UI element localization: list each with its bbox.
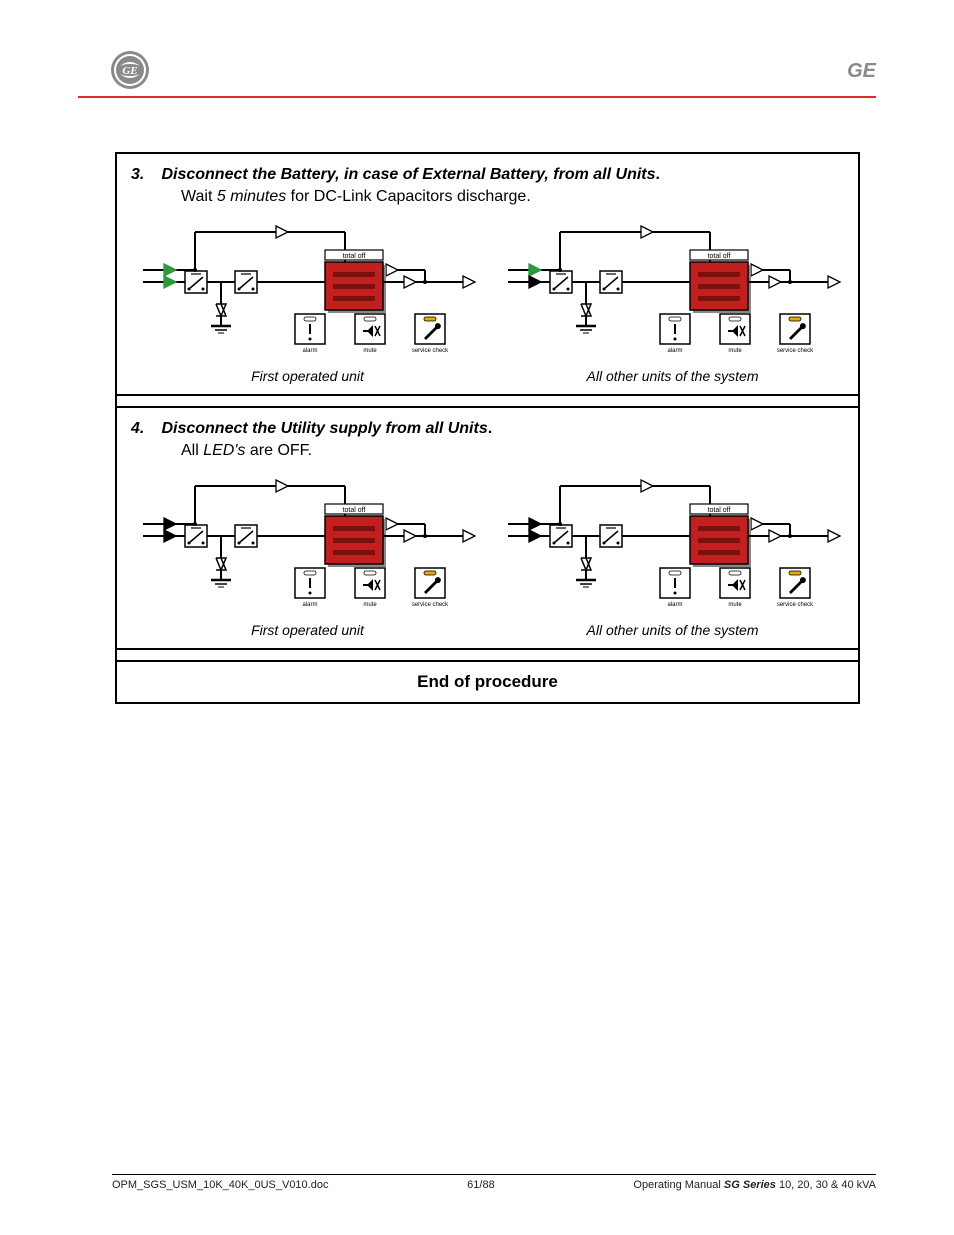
step-4-sub-suffix: are OFF.	[245, 442, 312, 459]
step-3-diagrams: total off alarm mute service check First op…	[131, 214, 844, 384]
svg-text:service check: service check	[412, 348, 449, 354]
step-3-caption-a: First operated unit	[135, 368, 480, 384]
footer-center: 61/88	[467, 1179, 495, 1191]
footer-rule	[112, 1174, 876, 1175]
step-3-caption-b: All other units of the system	[500, 368, 845, 384]
footer-right-bold: SG Series	[724, 1179, 776, 1191]
footer-right-prefix: Operating Manual	[633, 1179, 724, 1191]
step-3-sub-suffix: for DC-Link Capacitors discharge.	[286, 188, 531, 205]
svg-text:total off: total off	[708, 507, 731, 514]
svg-text:service check: service check	[777, 348, 814, 354]
step-3-diagram-b: total off alarm mute service check All othe…	[500, 214, 845, 384]
step-4-title-dot: .	[488, 420, 492, 437]
procedure-box: 3. Disconnect the Battery, in case of Ex…	[115, 152, 860, 704]
spacer-row	[117, 396, 858, 408]
svg-text:mute: mute	[363, 602, 377, 608]
ge-logo-icon: GE	[110, 50, 150, 90]
step-4-caption-a: First operated unit	[135, 622, 480, 638]
end-of-procedure: End of procedure	[117, 662, 858, 702]
step-4-title-text: Disconnect the Utility supply from all U…	[161, 420, 487, 437]
brand-text: GE	[847, 60, 876, 83]
svg-text:alarm: alarm	[302, 602, 317, 608]
footer-left: OPM_SGS_USM_10K_40K_0US_V010.doc	[112, 1179, 328, 1191]
step-3-title-dot: .	[656, 166, 660, 183]
svg-text:GE: GE	[122, 65, 137, 77]
step-3-sub-italic: 5 minutes	[217, 188, 286, 205]
step-3-sub-prefix: Wait	[181, 188, 217, 205]
svg-text:total off: total off	[708, 253, 731, 260]
step-3-title-text: Disconnect the Battery, in case of Exter…	[161, 166, 655, 183]
svg-text:alarm: alarm	[667, 348, 682, 354]
step-4-diagrams: total off alarm mute service check First op…	[131, 468, 844, 638]
spacer-row-2	[117, 650, 858, 662]
step-3-section: 3. Disconnect the Battery, in case of Ex…	[117, 154, 858, 396]
page-header: GE GE	[0, 50, 954, 98]
step-3-sub: Wait 5 minutes for DC-Link Capacitors di…	[181, 188, 844, 206]
step-4-sub-italic: LED's	[203, 442, 245, 459]
step-4-sub-prefix: All	[181, 442, 203, 459]
page-footer: OPM_SGS_USM_10K_40K_0US_V010.doc 61/88 O…	[112, 1174, 876, 1191]
step-4-diagram-a: total off alarm mute service check First op…	[135, 468, 480, 638]
footer-right: Operating Manual SG Series 10, 20, 30 & …	[633, 1179, 876, 1191]
step-4-title: 4. Disconnect the Utility supply from al…	[131, 420, 844, 438]
step-4-num: 4.	[131, 420, 157, 438]
step-4-caption-b: All other units of the system	[500, 622, 845, 638]
step-3-title: 3. Disconnect the Battery, in case of Ex…	[131, 166, 844, 184]
svg-text:total off: total off	[343, 253, 366, 260]
svg-text:mute: mute	[728, 602, 742, 608]
header-rule	[78, 96, 876, 98]
svg-text:mute: mute	[728, 348, 742, 354]
step-4-section: 4. Disconnect the Utility supply from al…	[117, 408, 858, 650]
step-3-num: 3.	[131, 166, 157, 184]
svg-text:alarm: alarm	[302, 348, 317, 354]
step-3-diagram-a: total off alarm mute service check First op…	[135, 214, 480, 384]
svg-text:service check: service check	[412, 602, 449, 608]
step-4-sub: All LED's are OFF.	[181, 442, 844, 460]
footer-right-suffix: 10, 20, 30 & 40 kVA	[776, 1179, 876, 1191]
svg-text:mute: mute	[363, 348, 377, 354]
svg-text:service check: service check	[777, 602, 814, 608]
svg-text:total off: total off	[343, 507, 366, 514]
step-4-diagram-b: total off alarm mute service check All othe…	[500, 468, 845, 638]
svg-text:alarm: alarm	[667, 602, 682, 608]
